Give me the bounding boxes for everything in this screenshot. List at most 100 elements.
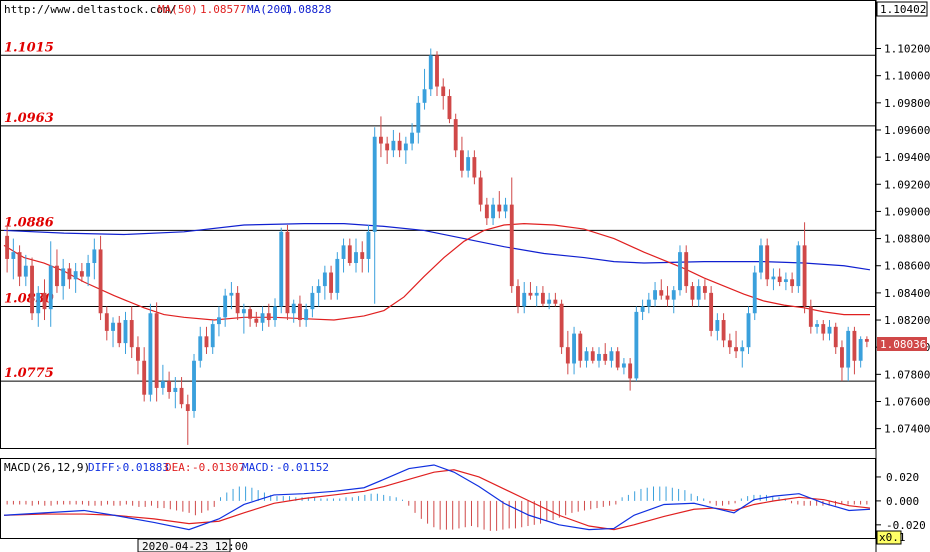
candle-body [802,245,807,307]
dea-label: DEA: [165,461,192,474]
candle-body [815,324,819,327]
candle-body [11,252,16,259]
candle-body [148,313,153,395]
candle-body [833,326,838,348]
candle-body [578,333,583,361]
candle-body [73,271,78,280]
candle-body [403,143,408,151]
ma50-line [3,223,870,321]
candle-body [322,272,327,287]
y-tick-label: 1.08600 [884,260,930,273]
date-cursor-box [137,538,231,552]
candle-body [48,265,53,310]
candle-body [304,309,309,321]
candle-body [821,324,826,334]
candle-body [192,360,196,411]
y-tick-label: 1.09600 [884,124,930,137]
candle-body [840,347,844,368]
zoom-label[interactable]: x0.1 [879,531,906,544]
candle-body [142,360,147,395]
candle-body [746,313,751,348]
candle-body [416,102,421,133]
macd-label: MACD: [242,461,275,474]
y-tick-label: 1.07800 [884,368,930,381]
candle-body [671,290,676,300]
macd-y-axis: 0.020 0.000 -0.020 [876,471,926,532]
dea-line [3,469,871,531]
candle-body [86,263,91,277]
candle-body [372,136,377,232]
candle-body [709,292,714,331]
candle-body [79,271,84,277]
candle-body [235,292,240,314]
candle-body [241,309,246,314]
top-price-box [876,1,928,17]
y-tick-label: 1.09000 [884,205,930,218]
candle-body [678,252,682,291]
candle-body [310,292,315,310]
candle-body [690,286,695,300]
candle-body [572,333,576,364]
macd-tick-label: 0.000 [886,495,919,508]
candle-body [23,265,28,277]
header-url[interactable]: http://www.deltastock.com/ [4,3,176,16]
candle-body [553,299,558,304]
candle-body [160,381,165,388]
candle-body [217,317,221,325]
macd-value: -0.01152 [276,461,329,474]
candle-body [273,306,277,321]
candle-body [503,204,508,212]
candle-body [497,204,502,212]
candle-body [42,292,47,310]
candle-body [385,143,390,151]
candle-body [628,363,633,379]
candles [5,48,869,445]
y-tick-label: 1.10000 [884,70,930,83]
candle-body [516,286,520,307]
candle-body [5,235,10,259]
candle-body [223,295,228,318]
y-tick-label: 1.08800 [884,233,930,246]
level-label: 1.1015 [4,40,54,55]
diff-line [3,464,871,531]
candle-body [360,252,365,259]
candle-body [410,132,415,144]
candle-body [154,313,159,388]
candle-body [534,292,539,296]
ma50-label: MA(50) [158,3,198,16]
candle-body [846,330,851,368]
current-price: 1.08036 [880,338,926,351]
macd-tick-label: 0.020 [886,471,919,484]
candle-body [509,204,514,287]
candle-body [478,177,483,205]
candle-body [615,351,620,368]
candle-body [702,286,707,293]
macd-tick-label: -0.020 [886,519,926,532]
level-label: 1.0775 [4,366,54,381]
candle-body [441,86,446,97]
ma50-value: 1.08577 [200,3,246,16]
candle-body [111,322,115,331]
zoom-box[interactable] [876,530,902,545]
candle-body [285,231,290,314]
candle-body [248,309,253,319]
y-tick-label: 1.08200 [884,314,930,327]
y-tick-label: 1.10200 [884,43,930,56]
date-cursor: 2020-04-23 12:00 [142,540,248,552]
candle-body [298,303,302,321]
candle-body [316,286,321,293]
level-label: 1.0886 [4,215,54,230]
candle-body [67,268,72,280]
candle-body [459,150,464,171]
candle-body [260,313,265,323]
candle-body [765,245,770,280]
candle-body [727,340,732,348]
level-label: 1.0963 [4,111,54,126]
y-tick-label: 1.07400 [884,423,930,436]
candle-body [759,245,763,273]
candle-body [291,303,296,314]
candle-body [653,290,657,300]
ma200-value: 1.08828 [285,3,331,16]
candle-body [266,313,271,321]
